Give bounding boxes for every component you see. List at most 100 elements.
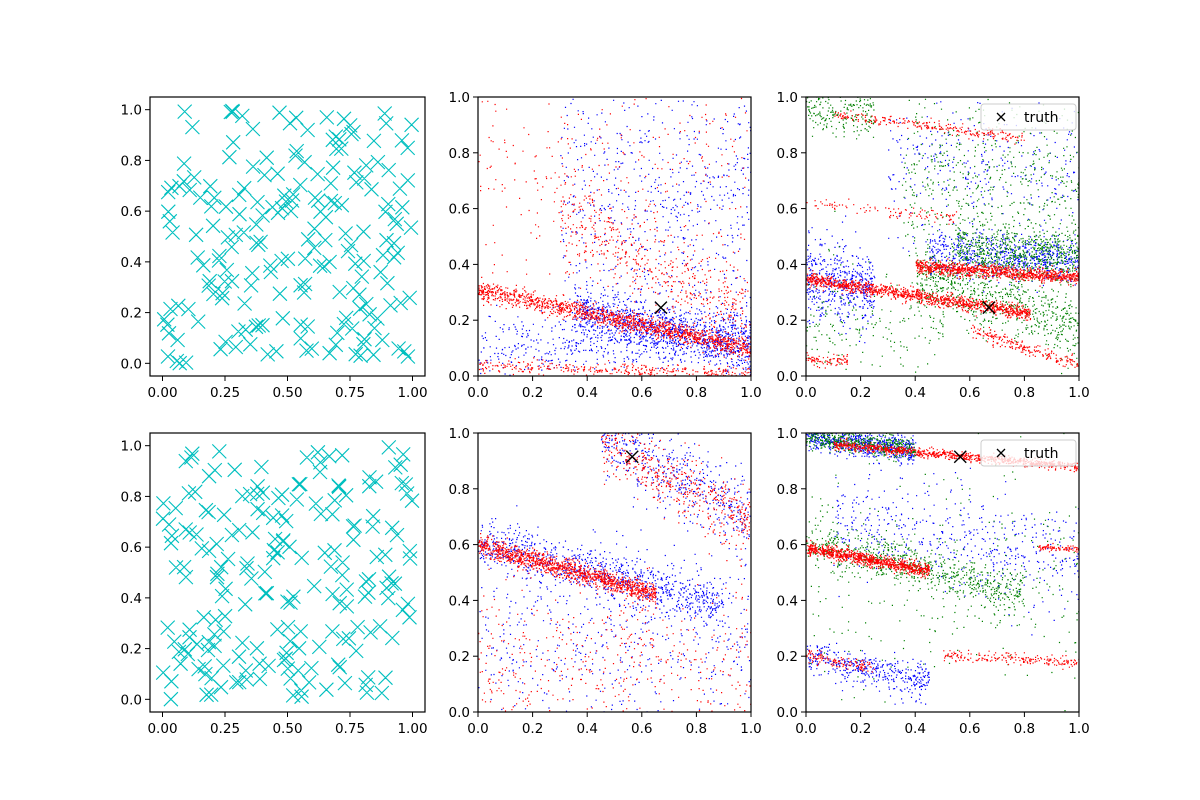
legend: truth — [980, 103, 1077, 131]
axes-frame — [149, 96, 426, 377]
x-tick-label: 0.4 — [904, 721, 925, 737]
plot-area — [806, 97, 1079, 375]
y-tick-label: 0.2 — [777, 313, 798, 329]
x-tick-label: 0.00 — [147, 385, 177, 401]
axes-frame — [477, 96, 752, 377]
axes-panel-row2-col3: 0.0 0.2 0.4 0.6 0.8 1.0 0.0 0.2 0.4 0.6 0.8 1.0 trut… — [777, 426, 1090, 737]
y-tick-label: 0.0 — [777, 369, 798, 385]
y-tick-label: 1.0 — [449, 90, 470, 106]
x-tick-label: 0.2 — [850, 721, 871, 737]
x-tick-label: 1.0 — [1068, 721, 1089, 737]
plot-area — [155, 440, 420, 707]
x-tick-label: 0.0 — [795, 385, 816, 401]
axes-panel-row1-col1: 0.00 0.25 0.50 0.75 1.00 0.0 0.2 0.4 0.6 0.8 1.0 — [121, 96, 428, 401]
series-points-0 — [478, 433, 751, 712]
x-tick-label: 1.00 — [397, 385, 427, 401]
x-tick-label: 0.2 — [522, 721, 543, 737]
axes-frame — [805, 432, 1080, 713]
y-tick-label: 0.2 — [777, 649, 798, 665]
x-tick-label: 0.6 — [631, 385, 652, 401]
axes-panel-row2-col1: 0.00 0.25 0.50 0.75 1.00 0.0 0.2 0.4 0.6 0.8 1.0 — [121, 432, 428, 737]
axes-panel-row2-col2: 0.0 0.2 0.4 0.6 0.8 1.0 0.0 0.2 0.4 0.6 0.8 1.0 — [449, 426, 762, 737]
y-tick-label: 0.6 — [121, 540, 142, 556]
x-tick-label: 0.6 — [631, 721, 652, 737]
x-tick-label: 0.8 — [1014, 721, 1035, 737]
y-tick-label: 0.4 — [777, 593, 798, 609]
x-tick-label: 0.75 — [335, 721, 365, 737]
x-tick-label: 0.25 — [210, 385, 240, 401]
y-tick-label: 1.0 — [777, 426, 798, 442]
y-tick-label: 0.6 — [777, 538, 798, 554]
truth-marker — [982, 301, 996, 315]
y-tick-label: 0.8 — [449, 482, 470, 498]
x-tick-label: 0.50 — [272, 385, 302, 401]
x-tick-label: 0.0 — [467, 385, 488, 401]
x-tick-label: 0.6 — [959, 385, 980, 401]
y-tick-label: 0.8 — [121, 489, 142, 505]
y-tick-label: 0.4 — [449, 593, 470, 609]
y-tick-label: 0.6 — [777, 202, 798, 218]
x-tick-label: 0.0 — [795, 721, 816, 737]
x-tick-label: 0.00 — [147, 721, 177, 737]
x-tick-label: 0.8 — [1014, 385, 1035, 401]
legend: truth — [980, 439, 1077, 467]
y-tick-label: 0.0 — [121, 692, 142, 708]
series-points-1 — [478, 433, 751, 712]
y-tick-label: 0.4 — [777, 257, 798, 273]
sample-points — [155, 440, 420, 707]
x-tick-label: 1.0 — [1068, 385, 1089, 401]
x-tick-label: 0.8 — [686, 385, 707, 401]
y-tick-label: 1.0 — [121, 103, 142, 119]
legend-marker — [996, 448, 1006, 458]
series-points-1 — [806, 433, 1079, 712]
series-points-2 — [806, 437, 1079, 673]
x-tick-label: 0.8 — [686, 721, 707, 737]
y-tick-label: 0.0 — [777, 705, 798, 721]
y-tick-label: 0.8 — [449, 146, 470, 162]
sample-points — [156, 103, 419, 371]
x-tick-label: 1.0 — [740, 385, 761, 401]
series-points-0 — [806, 433, 1079, 705]
truth-marker — [625, 450, 639, 464]
y-tick-label: 0.8 — [777, 146, 798, 162]
y-tick-label: 0.8 — [777, 482, 798, 498]
series-points-2 — [806, 110, 1079, 369]
y-tick-label: 0.4 — [121, 255, 142, 271]
axes-frame — [477, 432, 752, 713]
y-tick-label: 0.0 — [121, 356, 142, 372]
x-tick-label: 0.4 — [576, 385, 597, 401]
y-tick-label: 0.2 — [449, 313, 470, 329]
x-tick-label: 0.25 — [210, 721, 240, 737]
x-tick-label: 0.4 — [576, 721, 597, 737]
legend-box — [980, 439, 1077, 467]
axes-panel-row1-col2: 0.0 0.2 0.4 0.6 0.8 1.0 0.0 0.2 0.4 0.6 0.8 1.0 — [449, 90, 762, 401]
y-tick-label: 0.6 — [449, 202, 470, 218]
legend-label: truth — [1024, 446, 1058, 462]
legend-label: truth — [1024, 110, 1058, 126]
axes-frame — [805, 96, 1080, 377]
x-tick-label: 1.0 — [740, 721, 761, 737]
y-tick-label: 0.0 — [449, 369, 470, 385]
y-tick-label: 0.6 — [449, 538, 470, 554]
y-tick-label: 0.2 — [121, 642, 142, 658]
truth-marker — [654, 301, 668, 315]
legend-marker — [996, 112, 1006, 122]
x-tick-label: 0.6 — [959, 721, 980, 737]
y-tick-label: 1.0 — [121, 439, 142, 455]
x-tick-label: 0.0 — [467, 721, 488, 737]
y-tick-label: 1.0 — [777, 90, 798, 106]
series-points-1 — [478, 97, 751, 376]
x-tick-label: 0.75 — [335, 385, 365, 401]
plot-area — [156, 103, 419, 371]
truth-marker — [953, 450, 967, 464]
plot-area — [806, 433, 1079, 712]
y-tick-label: 0.0 — [449, 705, 470, 721]
y-tick-label: 0.4 — [121, 591, 142, 607]
x-tick-label: 0.2 — [850, 385, 871, 401]
y-tick-label: 0.4 — [449, 257, 470, 273]
x-tick-label: 1.00 — [397, 721, 427, 737]
y-tick-label: 0.2 — [449, 649, 470, 665]
y-tick-label: 0.2 — [121, 306, 142, 322]
x-tick-label: 0.50 — [272, 721, 302, 737]
